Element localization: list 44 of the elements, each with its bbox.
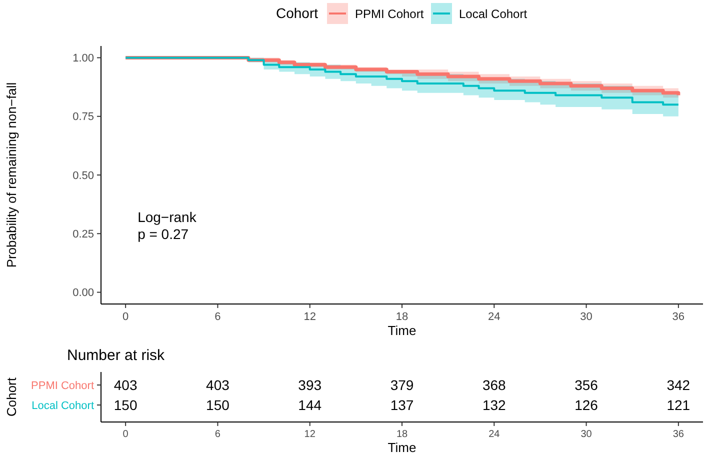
x-tick-label: 36	[672, 429, 684, 440]
y-axis-title: Cohort	[4, 377, 19, 417]
x-tick-label: 36	[672, 311, 685, 323]
chart-title: Number at risk	[67, 347, 166, 364]
x-tick-label: 18	[396, 429, 408, 440]
y-tick-label: 0.75	[72, 111, 94, 124]
x-tick-label: 24	[488, 311, 500, 323]
data-label: 150	[206, 396, 230, 413]
x-tick-label: 0	[122, 311, 129, 323]
x-tick-label: 6	[214, 429, 221, 440]
data-label: 403	[114, 376, 138, 393]
data-label: 150	[114, 396, 138, 413]
x-tick-label: 12	[304, 429, 316, 440]
data-label: 342	[666, 376, 690, 393]
data-label: 126	[574, 396, 598, 413]
data-label: 144	[298, 396, 322, 413]
legend-title: Cohort	[276, 5, 318, 21]
x-tick-label: 30	[580, 311, 592, 323]
data-label: 121	[666, 396, 690, 413]
legend-label: PPMI Cohort	[355, 7, 424, 21]
y-tick-label: 0.25	[72, 228, 94, 240]
data-label: 403	[206, 376, 230, 393]
y-tick-label: Local Cohort	[32, 400, 94, 412]
x-axis-title: Time	[388, 440, 416, 455]
data-label: 137	[390, 396, 414, 413]
x-tick-label: 0	[122, 429, 129, 440]
y-tick-label: PPMI Cohort	[31, 380, 94, 392]
annotation: Log−rank p = 0.27	[138, 208, 198, 242]
x-tick-label: 12	[304, 311, 316, 323]
y-tick-label: 0.00	[72, 287, 94, 300]
data-label: 132	[482, 396, 506, 413]
x-tick-label: 24	[488, 429, 500, 440]
data-label: 379	[390, 376, 414, 393]
x-tick-label: 18	[396, 311, 408, 323]
x-tick-label: 6	[214, 311, 221, 323]
data-label: 368	[482, 376, 506, 393]
y-tick-label: 1.00	[72, 52, 94, 65]
legend-label: Local Cohort	[459, 7, 528, 21]
y-axis-title: Probability of remaining non−fall	[4, 82, 19, 268]
data-label: 393	[298, 376, 322, 393]
data-label: 356	[574, 376, 598, 393]
x-tick-label: 30	[580, 429, 592, 440]
x-axis-title: Time	[388, 323, 416, 338]
y-tick-label: 0.50	[72, 170, 94, 182]
